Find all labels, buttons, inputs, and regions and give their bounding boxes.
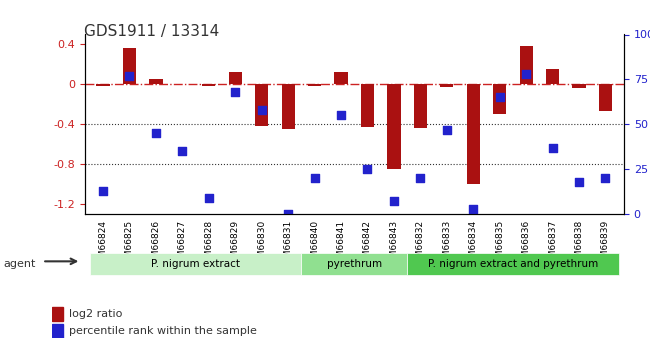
- Point: [257, 107, 267, 112]
- Text: GDS1911 / 13314: GDS1911 / 13314: [84, 24, 220, 39]
- Bar: [519, 47, 533, 84]
- Point: [495, 95, 505, 100]
- Bar: [52, 307, 63, 321]
- Bar: [361, 84, 374, 127]
- Point: [98, 188, 108, 193]
- Bar: [334, 72, 348, 84]
- Point: [574, 179, 584, 184]
- Point: [151, 130, 161, 136]
- Point: [389, 199, 399, 204]
- Bar: [255, 84, 268, 126]
- Point: [230, 89, 240, 95]
- Point: [336, 112, 346, 118]
- Text: pyrethrum: pyrethrum: [327, 259, 382, 269]
- Bar: [387, 84, 400, 169]
- FancyBboxPatch shape: [90, 253, 302, 275]
- Point: [124, 73, 135, 79]
- Bar: [202, 84, 215, 86]
- Point: [362, 166, 372, 172]
- Text: P. nigrum extract and pyrethrum: P. nigrum extract and pyrethrum: [428, 259, 598, 269]
- Bar: [96, 84, 110, 86]
- Bar: [229, 72, 242, 84]
- Text: percentile rank within the sample: percentile rank within the sample: [69, 326, 257, 336]
- Point: [177, 148, 188, 154]
- Point: [309, 175, 320, 181]
- FancyBboxPatch shape: [302, 253, 407, 275]
- Bar: [150, 79, 162, 84]
- Point: [547, 145, 558, 150]
- Point: [283, 211, 293, 217]
- Text: agent: agent: [3, 259, 36, 269]
- Bar: [467, 84, 480, 184]
- Bar: [123, 48, 136, 84]
- Point: [601, 175, 611, 181]
- Bar: [440, 84, 454, 87]
- Bar: [414, 84, 427, 128]
- Point: [468, 206, 478, 211]
- FancyBboxPatch shape: [407, 253, 619, 275]
- Bar: [599, 84, 612, 111]
- Text: P. nigrum extract: P. nigrum extract: [151, 259, 240, 269]
- Point: [521, 71, 531, 77]
- Point: [415, 175, 426, 181]
- Bar: [281, 84, 294, 129]
- Text: log2 ratio: log2 ratio: [69, 309, 122, 319]
- Bar: [308, 84, 321, 86]
- Bar: [52, 324, 63, 338]
- Bar: [493, 84, 506, 114]
- Bar: [546, 69, 559, 84]
- Point: [203, 195, 214, 200]
- Point: [441, 127, 452, 132]
- Bar: [573, 84, 586, 88]
